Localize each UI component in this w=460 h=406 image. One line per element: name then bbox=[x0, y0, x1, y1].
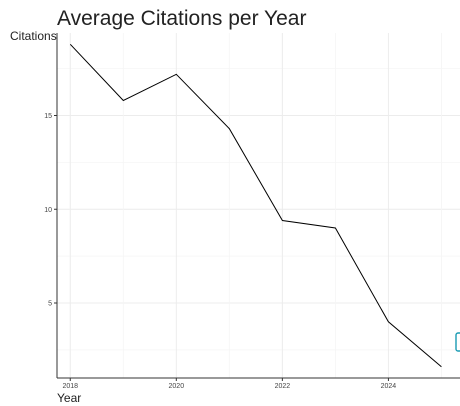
y-axis-label: Citations bbox=[10, 29, 57, 43]
x-tick-label: 2024 bbox=[381, 383, 397, 390]
x-axis-label: Year bbox=[57, 391, 81, 405]
x-tick-label: 2020 bbox=[169, 383, 185, 390]
y-tick-label: 5 bbox=[48, 301, 52, 308]
x-tick-label: 2018 bbox=[62, 383, 78, 390]
y-tick-label: 10 bbox=[44, 207, 52, 214]
legend-handle[interactable] bbox=[455, 332, 460, 352]
gridlines bbox=[57, 33, 460, 378]
x-tick-label: 2022 bbox=[275, 383, 291, 390]
series-line bbox=[69, 43, 442, 368]
y-tick-label: 15 bbox=[44, 113, 52, 120]
chart-title: Average Citations per Year bbox=[57, 7, 306, 30]
